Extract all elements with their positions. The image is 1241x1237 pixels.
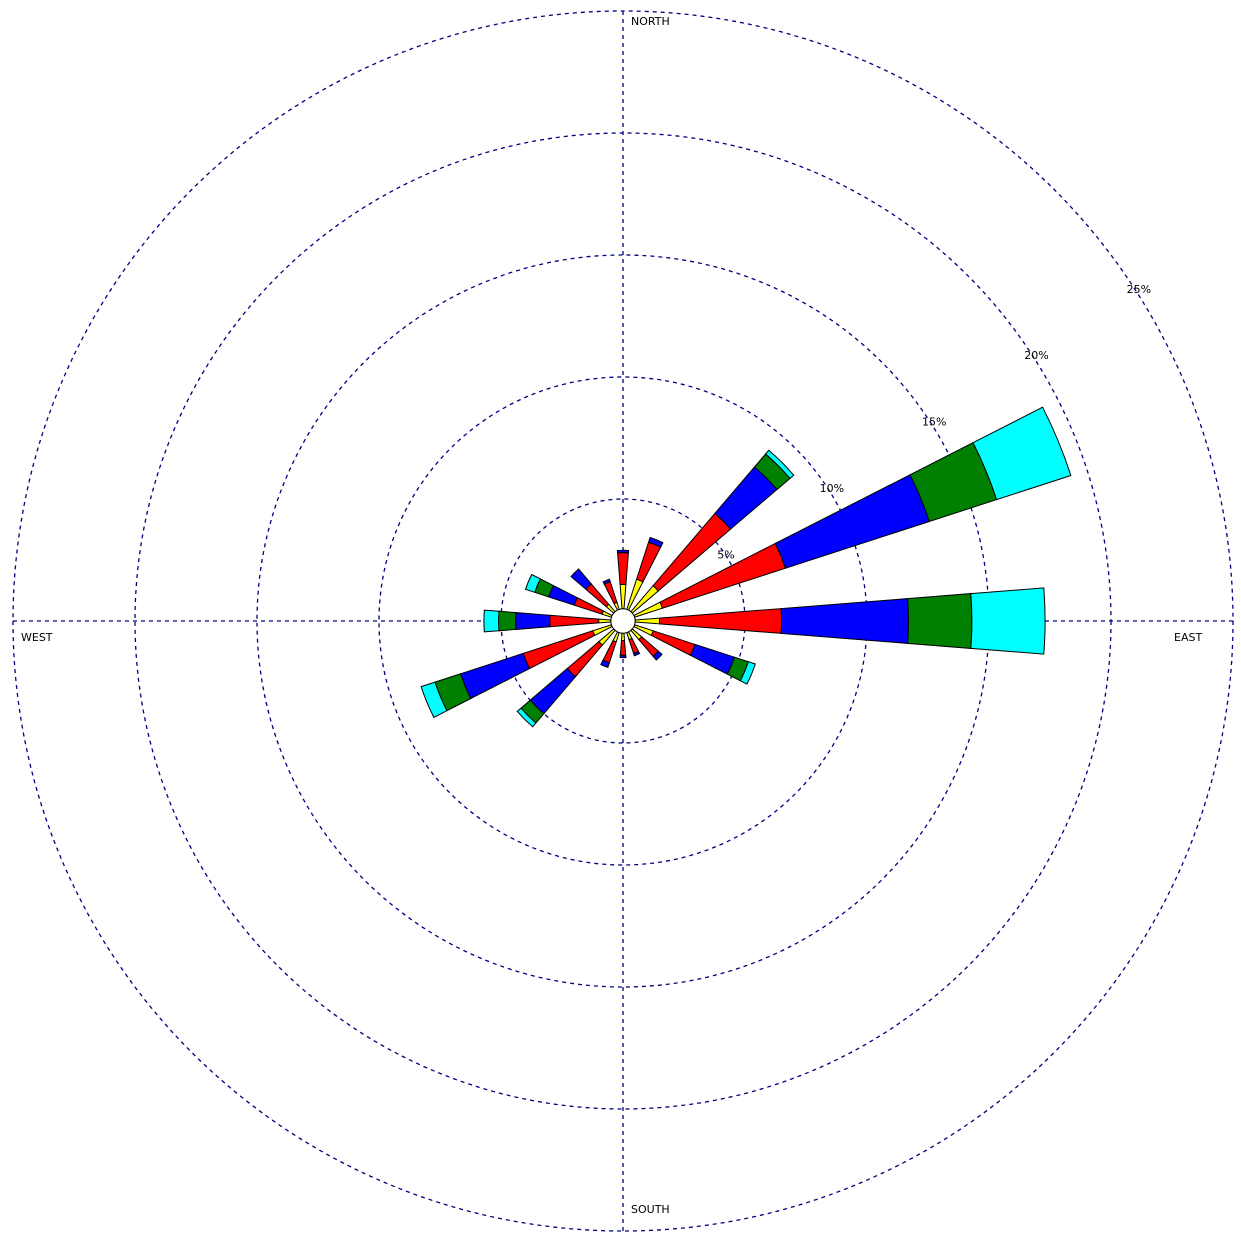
petal-ese-class-5 xyxy=(739,661,756,685)
petal-ssw-class-3 xyxy=(600,659,611,669)
petal-ene-class-3 xyxy=(774,474,930,569)
petal-se-class-2 xyxy=(638,636,660,658)
petal-nne-class-2 xyxy=(635,541,662,583)
petal-sw-class-5 xyxy=(516,707,537,728)
petal-se-class-3 xyxy=(652,650,663,661)
petal-w-class-5 xyxy=(483,609,500,633)
petal-e-class-1 xyxy=(634,617,661,625)
petal-e-class-5 xyxy=(970,587,1046,655)
compass-label-south: SOUTH xyxy=(631,1203,670,1216)
ring-labels: 5% 10% 15% 20% 25% xyxy=(717,283,1151,562)
compass-label-north: NORTH xyxy=(631,15,670,28)
petal-ese-class-3 xyxy=(689,643,736,675)
petal-e-class-4 xyxy=(907,593,973,649)
compass-label-west: WEST xyxy=(21,631,53,644)
petal-e-class-2 xyxy=(658,608,783,634)
compass-label-east: EAST xyxy=(1174,631,1202,644)
petal-sse-class-3 xyxy=(632,650,641,657)
petal-nne-class-3 xyxy=(647,536,664,548)
petal-w-class-1 xyxy=(598,618,612,624)
petal-n-class-1 xyxy=(619,583,627,610)
petal-n-class-3 xyxy=(616,549,630,554)
petal-ssw-class-1 xyxy=(612,631,620,643)
petal-w-class-4 xyxy=(498,610,517,632)
petal-s-class-2 xyxy=(619,639,627,656)
ring-label-5: 5% xyxy=(717,549,734,562)
petal-nw-class-3 xyxy=(570,568,593,591)
petal-sse-class-2 xyxy=(628,637,640,655)
petal-n-class-2 xyxy=(617,552,629,586)
petal-ene-class-5 xyxy=(972,406,1072,501)
petal-wsw-class-5 xyxy=(420,681,448,719)
petal-w-class-3 xyxy=(515,612,551,630)
calm-circle xyxy=(610,608,636,634)
petal-wnw-class-5 xyxy=(524,573,542,593)
ring-label-10: 10% xyxy=(820,482,844,495)
petal-wnw-class-1 xyxy=(601,610,613,618)
ring-label-20: 20% xyxy=(1024,349,1048,362)
petal-ne-class-5 xyxy=(764,449,795,480)
petal-nnw-class-2 xyxy=(603,580,618,605)
petal-e-class-3 xyxy=(780,598,909,644)
ring-label-25: 25% xyxy=(1127,283,1151,296)
petal-wsw-class-3 xyxy=(459,652,531,700)
wind-petals xyxy=(420,406,1072,728)
petal-nnw-class-3 xyxy=(602,578,611,585)
petal-wnw-class-3 xyxy=(548,584,578,606)
petal-s-class-1 xyxy=(620,632,626,642)
petal-s-class-3 xyxy=(619,654,627,659)
petal-w-class-2 xyxy=(549,614,600,628)
petal-ssw-class-2 xyxy=(602,639,617,664)
ring-label-15: 15% xyxy=(922,416,946,429)
